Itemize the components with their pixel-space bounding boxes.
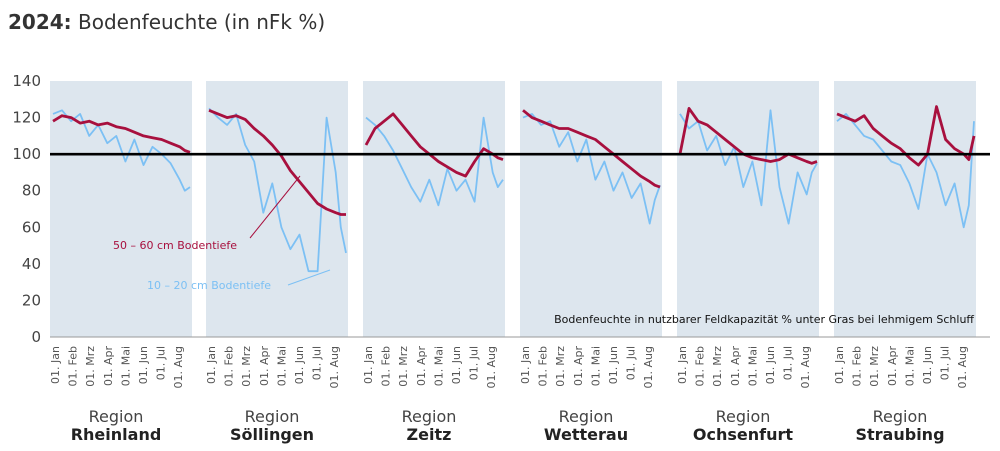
annotation-shallow: 10 – 20 cm Bodentiefe xyxy=(147,279,271,292)
region-label: Region xyxy=(873,407,928,426)
x-tick-label: 01. Mai xyxy=(432,346,445,386)
x-tick-label: 01. Mrz xyxy=(84,346,97,387)
x-tick-label: 01. Mrz xyxy=(240,346,253,387)
region-panel-wetterau xyxy=(520,81,662,337)
chart-title: 2024: Bodenfeuchte (in nFk %) xyxy=(8,10,325,34)
x-tick-label: 01. Mai xyxy=(903,346,916,386)
x-tick-label: 01. Mrz xyxy=(868,346,881,387)
x-tick-label: 01. Apr xyxy=(886,346,899,386)
x-tick-label: 01. Jul xyxy=(468,346,481,380)
region-label: Region xyxy=(89,407,144,426)
series-deep-ochsenfurt xyxy=(678,107,818,165)
region-name: Straubing xyxy=(855,425,944,444)
series-deep-straubing xyxy=(836,105,976,167)
y-tick-label: 20 xyxy=(22,291,41,309)
chart-title-text: Bodenfeuchte (in nFk %) xyxy=(78,10,326,34)
y-tick-label: 80 xyxy=(22,182,41,200)
series-deep-söllingen xyxy=(208,109,346,216)
x-tick-label: 01. Jul xyxy=(155,346,168,380)
x-tick-label: 01. Aug xyxy=(485,346,498,388)
x-tick-label: 01. Jan xyxy=(833,346,846,384)
x-tick-label: 01. Mai xyxy=(119,346,132,386)
x-tick-label: 01. Jan xyxy=(205,346,218,384)
region-label: Region xyxy=(559,407,614,426)
region-panel-rheinland xyxy=(50,81,192,337)
x-tick-label: 01. Feb xyxy=(67,346,80,386)
y-tick-label: 140 xyxy=(12,72,41,90)
x-tick-label: 01. Mrz xyxy=(711,346,724,387)
annotation-deep: 50 – 60 cm Bodentiefe xyxy=(113,239,237,252)
x-tick-label: 01. Jun xyxy=(921,346,934,384)
region-label: Region xyxy=(716,407,771,426)
region-name: Rheinland xyxy=(71,425,162,444)
x-tick-label: 01. Jun xyxy=(607,346,620,384)
x-tick-label: 01. Mrz xyxy=(397,346,410,387)
x-tick-label: 01. Apr xyxy=(102,346,115,386)
series-deep-rheinland xyxy=(52,114,191,154)
x-tick-label: 01. Jul xyxy=(939,346,952,380)
annotation-leader-shallow xyxy=(287,269,331,286)
annotation-leader-deep xyxy=(249,175,301,239)
series-deep-wetterau xyxy=(522,109,661,189)
x-tick-label: 01. Aug xyxy=(799,346,812,388)
x-tick-label: 01. Jan xyxy=(49,346,62,384)
series-shallow-zeitz xyxy=(365,116,504,207)
x-tick-label: 01. Apr xyxy=(415,346,428,386)
x-tick-label: 01. Mai xyxy=(275,346,288,386)
y-tick-label: 0 xyxy=(31,328,41,346)
region-name: Wetterau xyxy=(544,425,628,444)
x-tick-label: 01. Mai xyxy=(746,346,759,386)
x-tick-label: 01. Aug xyxy=(172,346,185,388)
region-panel-zeitz xyxy=(363,81,505,337)
region-label: Region xyxy=(245,407,300,426)
region-name: Ochsenfurt xyxy=(693,425,793,444)
x-tick-label: 01. Apr xyxy=(258,346,271,386)
x-tick-label: 01. Aug xyxy=(642,346,655,388)
series-deep-zeitz xyxy=(364,112,504,178)
region-panel-straubing xyxy=(834,81,976,337)
series-shallow-straubing xyxy=(836,113,975,229)
x-tick-label: 01. Mai xyxy=(589,346,602,386)
x-tick-label: 01. Apr xyxy=(729,346,742,386)
x-tick-label: 01. Feb xyxy=(851,346,864,386)
series-shallow-ochsenfurt xyxy=(679,109,818,225)
y-tick-label: 100 xyxy=(12,145,41,163)
x-tick-label: 01. Jun xyxy=(450,346,463,384)
x-tick-label: 01. Jan xyxy=(676,346,689,384)
x-tick-label: 01. Jan xyxy=(362,346,375,384)
x-tick-label: 01. Jun xyxy=(137,346,150,384)
x-tick-label: 01. Feb xyxy=(537,346,550,386)
x-tick-label: 01. Jan xyxy=(519,346,532,384)
series-shallow-rheinland xyxy=(52,109,191,192)
x-tick-label: 01. Aug xyxy=(328,346,341,388)
x-tick-label: 01. Jun xyxy=(764,346,777,384)
chart-title-year: 2024: xyxy=(8,10,72,34)
region-label: Region xyxy=(402,407,457,426)
x-tick-label: 01. Jun xyxy=(293,346,306,384)
annotation-note: Bodenfeuchte in nutzbarer Feldkapazität … xyxy=(554,313,974,326)
y-tick-label: 60 xyxy=(22,218,41,236)
x-tick-label: 01. Feb xyxy=(380,346,393,386)
region-name: Söllingen xyxy=(230,425,314,444)
x-tick-label: 01. Mrz xyxy=(554,346,567,387)
x-tick-label: 01. Aug xyxy=(956,346,969,388)
y-tick-label: 40 xyxy=(22,255,41,273)
x-tick-label: 01. Feb xyxy=(223,346,236,386)
x-tick-label: 01. Jul xyxy=(625,346,638,380)
region-name: Zeitz xyxy=(407,425,452,444)
x-tick-label: 01. Jul xyxy=(782,346,795,380)
x-tick-label: 01. Jul xyxy=(311,346,324,380)
x-tick-label: 01. Feb xyxy=(694,346,707,386)
x-tick-label: 01. Apr xyxy=(572,346,585,386)
y-tick-label: 120 xyxy=(12,109,41,127)
